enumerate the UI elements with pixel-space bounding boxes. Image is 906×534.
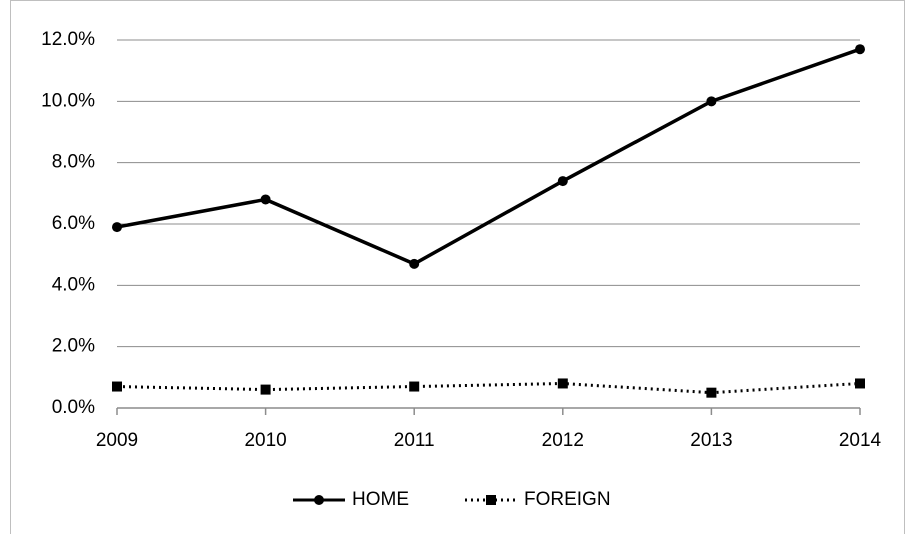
y-tick-label: 8.0%: [52, 152, 95, 173]
marker: [855, 44, 865, 55]
marker: [260, 194, 271, 205]
marker: [409, 381, 420, 392]
marker: [557, 378, 568, 389]
marker: [486, 495, 496, 505]
marker: [855, 378, 865, 389]
marker: [260, 384, 271, 395]
y-tick-label: 6.0%: [52, 213, 95, 234]
marker: [409, 258, 420, 269]
y-tick-label: 12.0%: [41, 29, 95, 50]
x-tick-label: 2010: [244, 430, 286, 451]
y-tick-label: 10.0%: [41, 90, 95, 111]
x-tick-label: 2009: [96, 430, 138, 451]
series-line: [116, 381, 861, 395]
series-line: [116, 47, 861, 266]
y-tick-label: 0.0%: [52, 397, 95, 418]
marker: [706, 96, 717, 107]
y-tick-label: 4.0%: [52, 274, 95, 295]
chart-frame: [10, 0, 905, 534]
legend-label: FOREIGN: [524, 489, 611, 510]
marker: [112, 222, 122, 233]
legend-label: HOME: [352, 489, 409, 510]
marker: [706, 387, 717, 398]
x-tick-label: 2013: [690, 430, 732, 451]
marker: [112, 381, 122, 392]
x-tick-label: 2011: [394, 430, 435, 451]
x-tick-label: 2012: [542, 430, 584, 451]
marker: [314, 495, 324, 505]
y-tick-label: 2.0%: [52, 336, 95, 357]
marker: [557, 176, 568, 187]
x-tick-label: 2014: [839, 430, 882, 451]
